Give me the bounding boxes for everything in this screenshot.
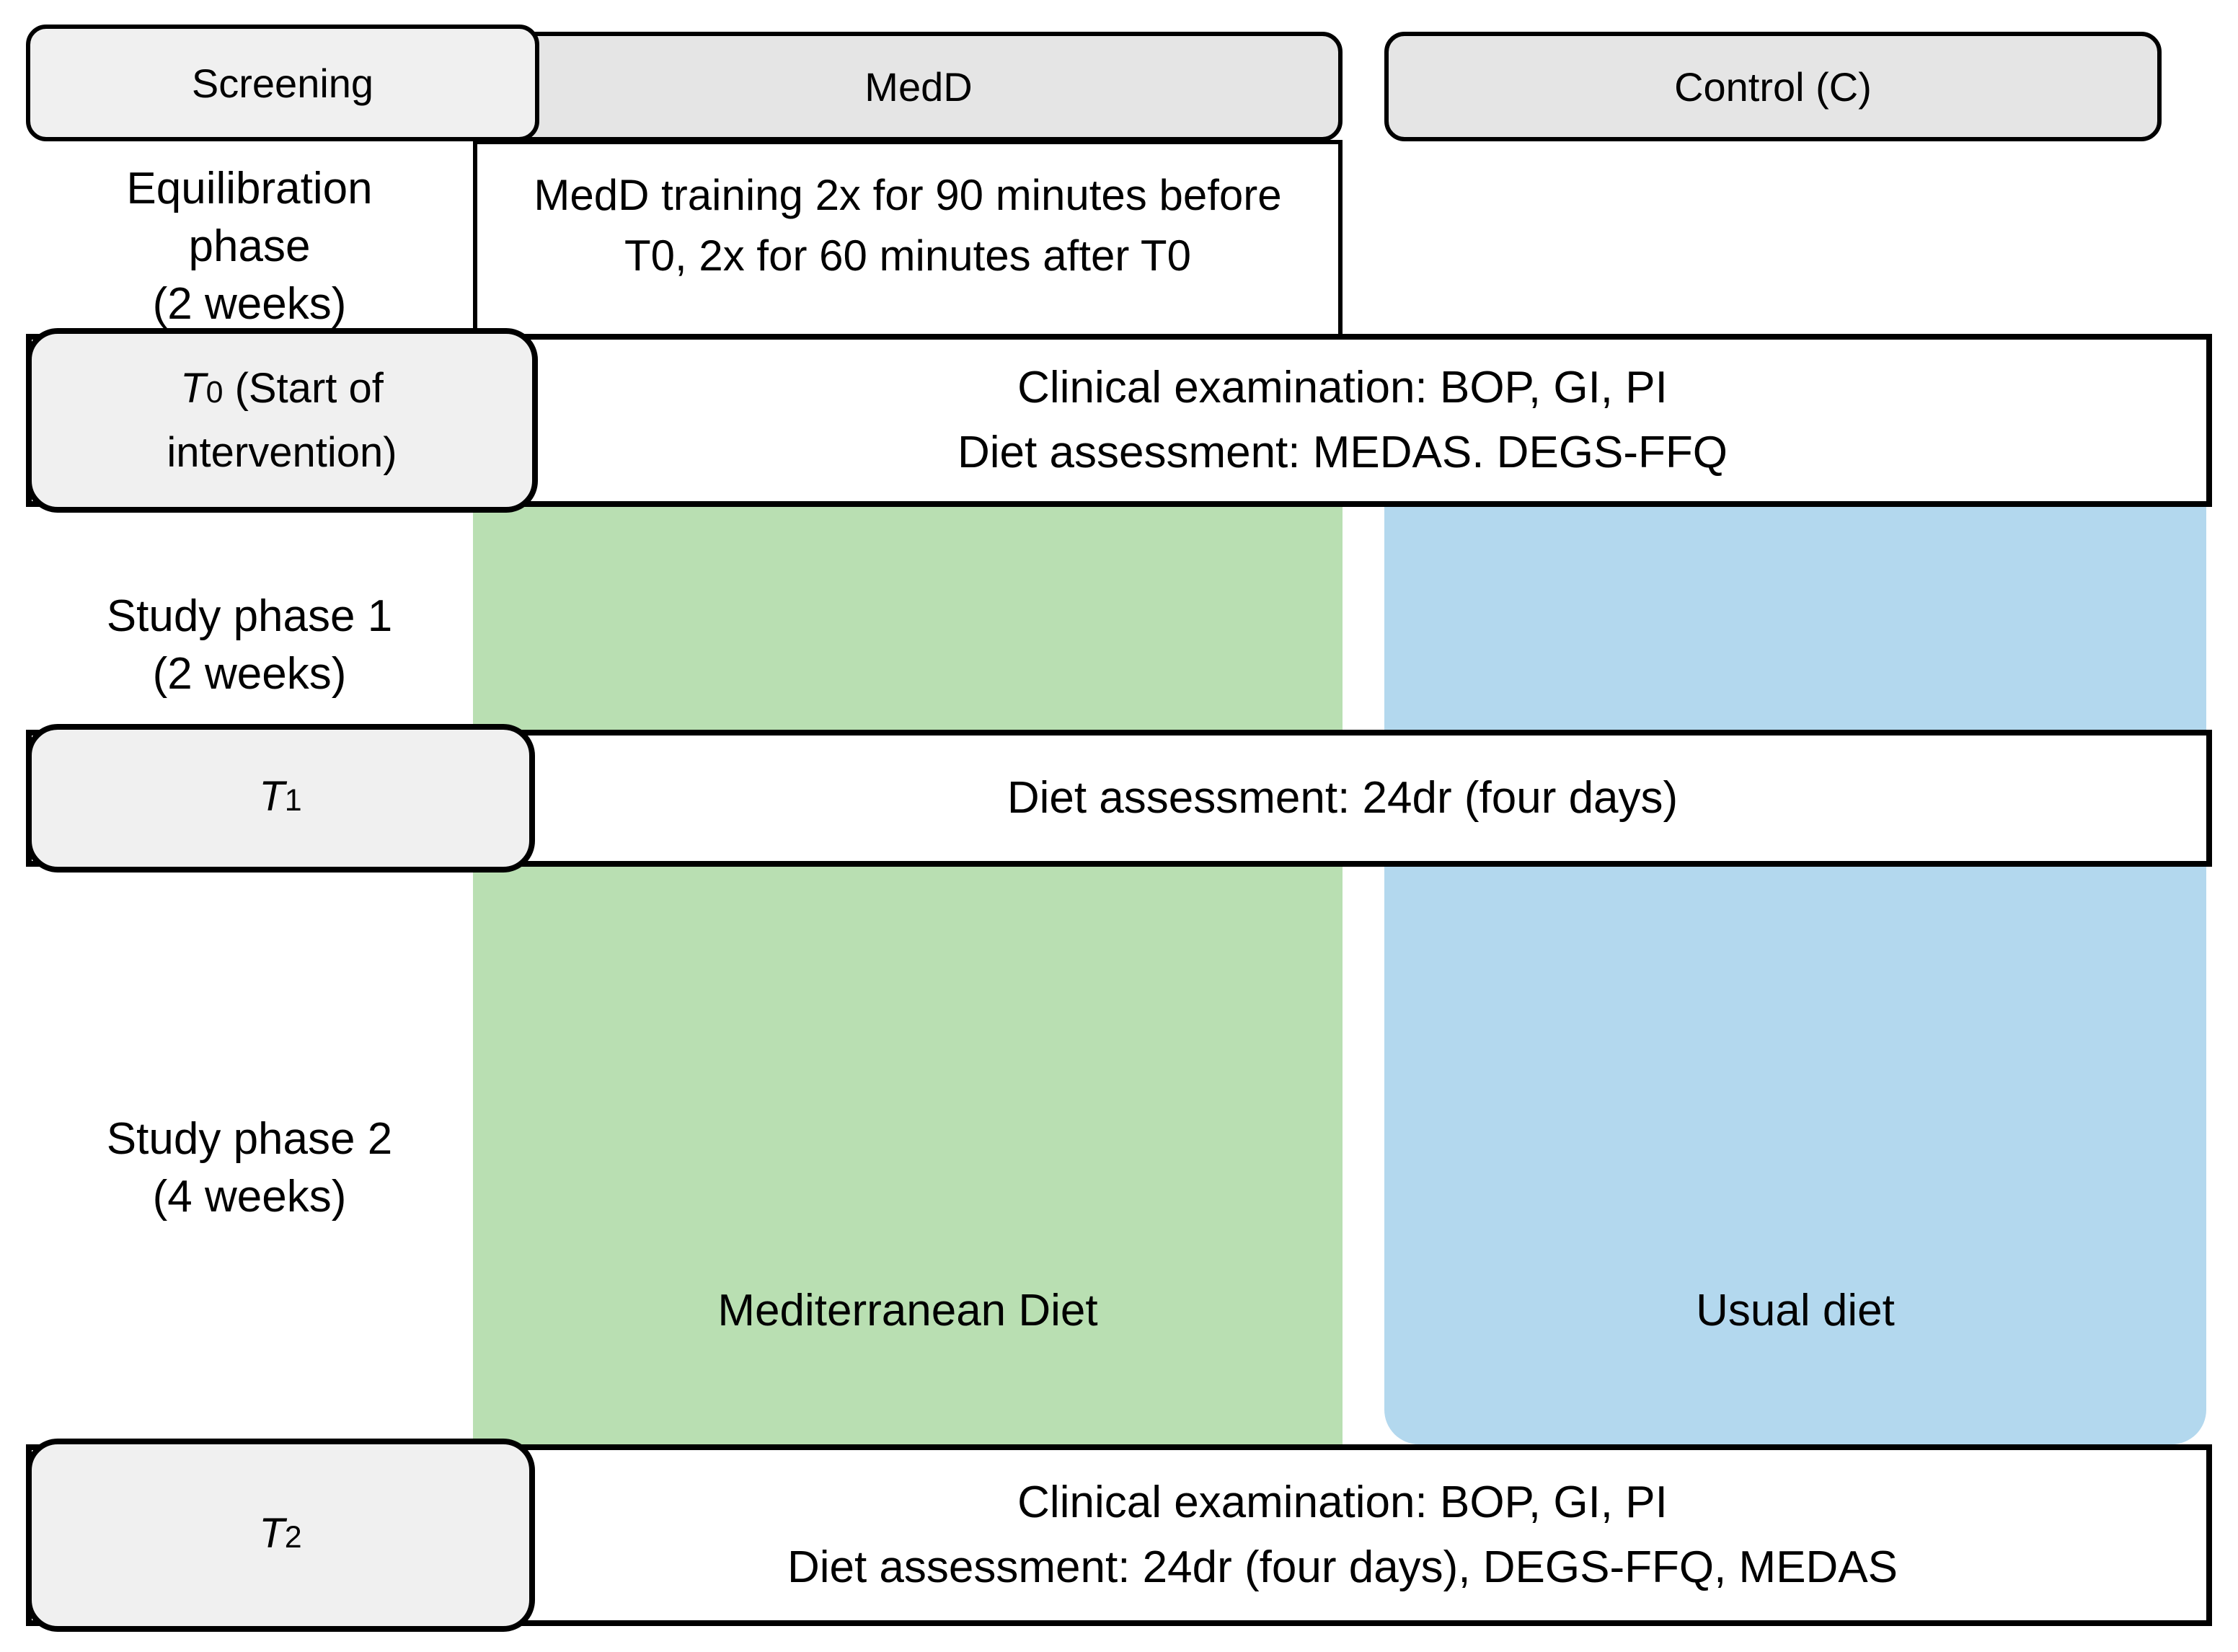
equilibration-phase-label: Equilibration phase (2 weeks) [26, 160, 473, 333]
t0-label-line1: T0 (Start of [180, 358, 384, 423]
phase1-line2: (2 weeks) [152, 649, 347, 699]
phase2-line1: Study phase 2 [106, 1114, 393, 1164]
medd-arm-header-label: MedD [864, 63, 973, 110]
t0-digit: 0 [205, 374, 224, 410]
t0-diet-assessment-text: Diet assessment: MEDAS. DEGS-FFQ [957, 428, 1728, 477]
medd-arm-header: MedD [495, 32, 1343, 141]
t0-letter: T [180, 364, 206, 412]
t0-suffix: (Start of [223, 364, 384, 412]
control-arm-header: Control (C) [1384, 32, 2162, 141]
medd-arm-phase2-column: Mediterranean Diet [473, 867, 1343, 1444]
t2-digit: 2 [284, 1519, 302, 1555]
t1-digit: 1 [284, 782, 302, 818]
t0-clinical-exam-text: Clinical examination: BOP, GI, PI [1017, 363, 1668, 412]
t1-label-line1: T1 [259, 767, 301, 831]
mediterranean-diet-label: Mediterranean Diet [717, 1286, 1098, 1335]
t0-timepoint-label: T0 (Start of intervention) [26, 328, 538, 513]
usual-diet-label: Usual diet [1696, 1286, 1895, 1335]
t2-clinical-exam-text: Clinical examination: BOP, GI, PI [1017, 1477, 1668, 1527]
medd-training-box: MedD training 2x for 90 minutes before T… [473, 140, 1343, 340]
t0-label-line2: intervention) [167, 428, 397, 476]
study-phase2-label: Study phase 2 (4 weeks) [26, 1110, 473, 1226]
medd-training-line1: MedD training 2x for 90 minutes before [534, 171, 1282, 219]
t1-letter: T [259, 772, 285, 820]
screening-header: Screening [26, 25, 539, 141]
phase1-line1: Study phase 1 [106, 591, 393, 641]
equilibration-line1: Equilibration [126, 164, 373, 213]
t2-letter: T [259, 1509, 285, 1557]
t2-timepoint-label: T2 [26, 1439, 535, 1632]
t2-diet-assessment-text: Diet assessment: 24dr (four days), DEGS-… [787, 1542, 1898, 1592]
t1-timepoint-label: T1 [26, 724, 535, 873]
t2-label-line1: T2 [259, 1503, 301, 1568]
control-arm-phase1-column [1384, 507, 2206, 730]
medd-training-line2: T0, 2x for 60 minutes after T0 [624, 231, 1191, 280]
phase2-line2: (4 weeks) [152, 1172, 347, 1222]
study-phase1-label: Study phase 1 (2 weeks) [26, 588, 473, 703]
equilibration-line2: phase [188, 221, 311, 271]
control-arm-phase2-column: Usual diet [1384, 867, 2206, 1444]
screening-header-label: Screening [191, 60, 374, 106]
t1-diet-assessment-text: Diet assessment: 24dr (four days) [1007, 773, 1678, 823]
medd-arm-phase1-column [473, 507, 1343, 730]
equilibration-line3: (2 weeks) [152, 279, 347, 329]
control-arm-header-label: Control (C) [1674, 63, 1872, 110]
